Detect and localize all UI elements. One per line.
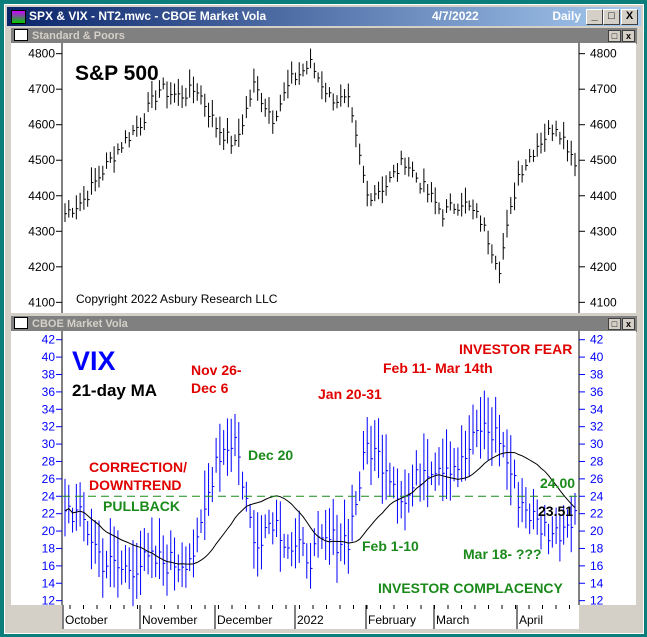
vix-tick-label-left: 28 [42, 454, 56, 468]
pane-icon [14, 29, 28, 41]
spx-tick-label-left: 4100 [28, 295, 55, 309]
vix-tick-label-left: 36 [42, 385, 56, 399]
pane-icon [14, 317, 28, 329]
copyright-note: Copyright 2022 Asbury Research LLC [76, 292, 278, 306]
vix-tick-label-right: 38 [590, 367, 604, 381]
vix-tick-label-left: 42 [42, 333, 56, 347]
vix-tick-label-left: 26 [42, 472, 56, 486]
vix-tick-label-right: 16 [590, 559, 604, 573]
vix-pane-bg [11, 331, 636, 605]
close-button[interactable]: X [621, 9, 638, 25]
x-axis-bg [62, 605, 579, 629]
vix-tick-label-left: 38 [42, 367, 56, 381]
vix-tick-label-right: 26 [590, 472, 604, 486]
spx-tick-label-left: 4200 [28, 260, 55, 274]
vix-tick-label-left: 30 [42, 437, 56, 451]
spx-tick-label-left: 4700 [28, 82, 55, 96]
spx-tick-label-right: 4100 [590, 295, 617, 309]
last-value-label: 23.51 [538, 503, 573, 519]
pane-maximize-button[interactable]: □ [608, 318, 621, 330]
vix-tick-label-right: 24 [590, 489, 604, 503]
annotation-complacency: INVESTOR COMPLACENCY [378, 580, 564, 596]
spx-tick-label-right: 4200 [590, 260, 617, 274]
vix-tick-label-left: 12 [42, 594, 56, 608]
vix-tick-label-left: 14 [42, 576, 56, 590]
pane-title-vix[interactable]: CBOE Market Vola □ x [11, 316, 637, 332]
annotation-pullback: PULLBACK [103, 498, 180, 514]
spx-tick-label-left: 4300 [28, 224, 55, 238]
app-icon [11, 10, 26, 24]
annotation-feb1: Feb 1-10 [362, 538, 419, 554]
vix-tick-label-left: 20 [42, 524, 56, 538]
x-axis-label: April [519, 613, 543, 627]
moving-average-line [64, 452, 576, 565]
x-axis-label: 2022 [297, 613, 324, 627]
minimize-button[interactable]: _ [586, 9, 603, 25]
vix-tick-label-right: 22 [590, 507, 604, 521]
annotation-correction: CORRECTION/ [89, 459, 187, 475]
annotation-jan20: Jan 20-31 [318, 386, 382, 402]
annotation-nov26: Nov 26- [191, 362, 242, 378]
spx-tick-label-right: 4400 [590, 189, 617, 203]
vix-tick-label-right: 42 [590, 333, 604, 347]
pane-maximize-button[interactable]: □ [608, 30, 621, 42]
vix-tick-label-right: 18 [590, 541, 604, 555]
vix-tick-label-left: 32 [42, 420, 56, 434]
vix-tick-label-right: 20 [590, 524, 604, 538]
spx-tick-label-right: 4500 [590, 153, 617, 167]
spx-tick-label-left: 4800 [28, 47, 55, 61]
x-axis-label: December [217, 613, 272, 627]
period-label[interactable]: Daily [552, 9, 581, 23]
spx-tick-label-right: 4300 [590, 224, 617, 238]
spx-tick-label-left: 4500 [28, 153, 55, 167]
vix-tick-label-right: 40 [590, 350, 604, 364]
vix-tick-label-left: 16 [42, 559, 56, 573]
vix-tick-label-left: 18 [42, 541, 56, 555]
vix-tick-label-right: 34 [590, 402, 604, 416]
annotation-feb11: Feb 11- Mar 14th [383, 360, 493, 376]
spx-tick-label-right: 4700 [590, 82, 617, 96]
spx-pane-bg [11, 43, 636, 313]
spx-title: S&P 500 [75, 62, 159, 85]
annotation-dec6: Dec 6 [191, 380, 229, 396]
vix-tick-label-right: 30 [590, 437, 604, 451]
spx-tick-label-left: 4600 [28, 118, 55, 132]
pane-title-text: CBOE Market Vola [32, 318, 128, 330]
vix-tick-label-left: 24 [42, 489, 56, 503]
annotation-mar18: Mar 18- ??? [463, 546, 542, 562]
vix-tick-label-right: 12 [590, 594, 604, 608]
pane-close-button[interactable]: x [622, 30, 635, 42]
vix-title: VIX [72, 346, 116, 376]
vix-tick-label-right: 32 [590, 420, 604, 434]
x-axis-label: November [142, 613, 197, 627]
vix-tick-label-left: 22 [42, 507, 56, 521]
x-axis-label: February [368, 613, 416, 627]
annotation-dec20: Dec 20 [248, 447, 293, 463]
window-date: 4/7/2022 [432, 9, 479, 23]
vix-tick-label-right: 14 [590, 576, 604, 590]
pane-close-button[interactable]: x [622, 318, 635, 330]
vix-tick-label-right: 36 [590, 385, 604, 399]
maximize-button[interactable]: □ [603, 9, 620, 25]
title-bar[interactable]: SPX & VIX - NT2.mwc - CBOE Market Vola 4… [7, 7, 641, 26]
spx-tick-label-right: 4600 [590, 118, 617, 132]
spx-tick-label-left: 4400 [28, 189, 55, 203]
pane-title-spx[interactable]: Standard & Poors □ x [11, 28, 637, 44]
pane-title-text: Standard & Poors [32, 30, 125, 42]
reference-value-label: 24.00 [540, 475, 575, 491]
vix-tick-label-left: 40 [42, 350, 56, 364]
annotation-investor-fear: INVESTOR FEAR [459, 341, 572, 357]
x-axis-label: October [65, 613, 108, 627]
vix-tick-label-right: 28 [590, 454, 604, 468]
x-axis-label: March [436, 613, 469, 627]
spx-tick-label-right: 4800 [590, 47, 617, 61]
window-title: SPX & VIX - NT2.mwc - CBOE Market Vola [29, 9, 267, 23]
annotation-downtrend: DOWNTREND [89, 477, 182, 493]
vix-tick-label-left: 34 [42, 402, 56, 416]
vix-subtitle: 21-day MA [72, 381, 157, 400]
